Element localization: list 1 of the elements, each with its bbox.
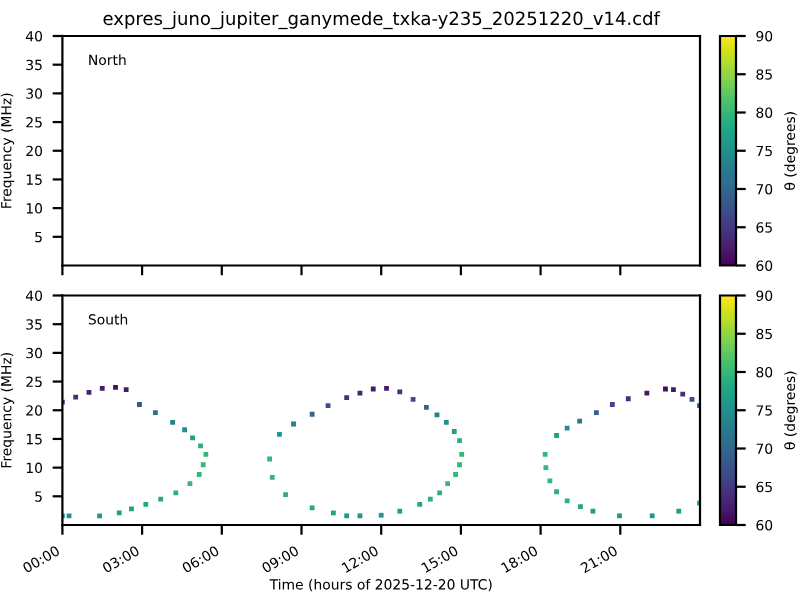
chart-title: expres_juno_jupiter_ganymede_txka-y235_20251220_v14.cdf: [103, 11, 661, 30]
